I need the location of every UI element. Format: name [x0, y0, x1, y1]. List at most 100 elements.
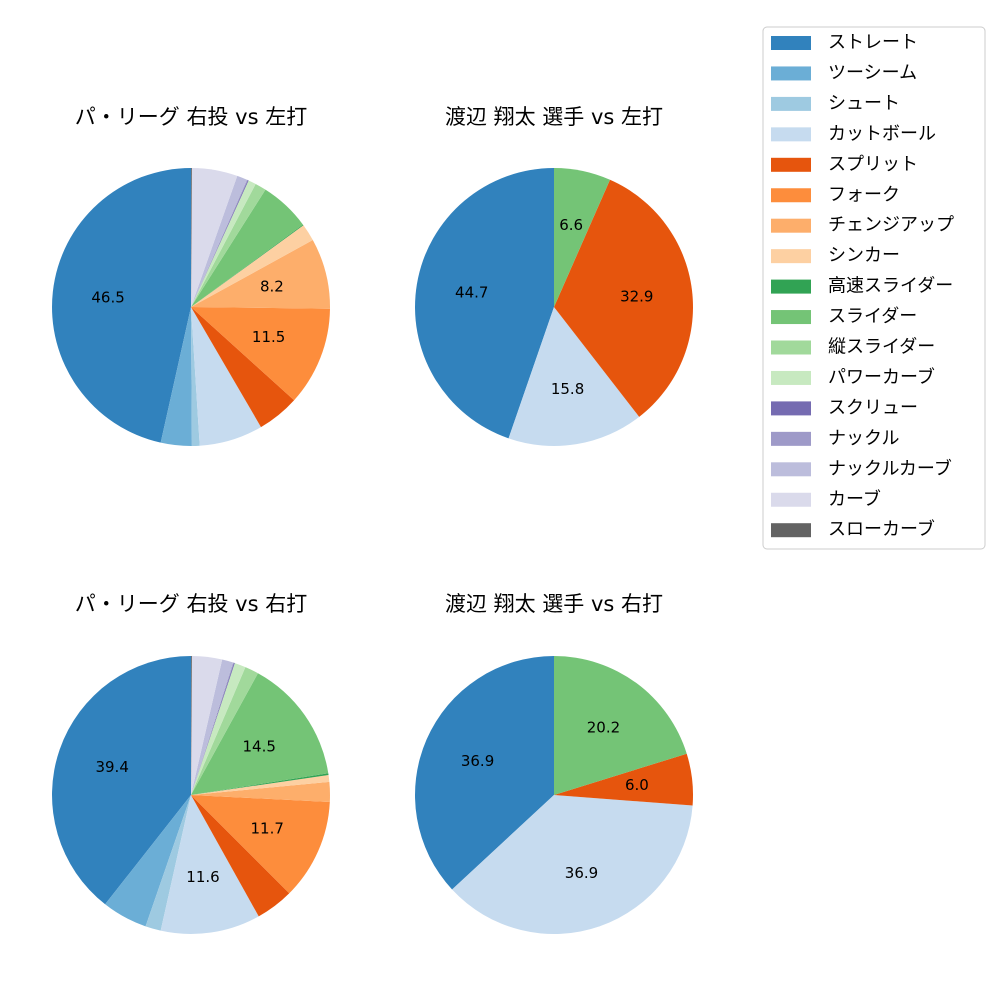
pie-slice [554, 168, 610, 307]
pie-slice [191, 795, 290, 917]
legend-label: ナックル [828, 428, 899, 449]
slice-label: 15.8 [551, 380, 584, 398]
slice-label: 46.5 [91, 288, 124, 306]
slice-label: 39.4 [95, 758, 128, 776]
chart-title: 渡辺 翔太 選手 vs 右打 [445, 592, 663, 616]
legend-swatch [771, 523, 811, 538]
legend-item: パワーカーブ [771, 366, 935, 388]
pie-slice [191, 225, 313, 307]
legend-label: スクリュー [828, 397, 918, 418]
slice-label: 8.2 [260, 277, 284, 295]
pie-slice [160, 307, 192, 447]
pie-chart-4: 渡辺 翔太 選手 vs 右打 36.9 36.9 6.0 20.2 [415, 592, 694, 934]
pie-slice [52, 168, 191, 443]
pie-slice [191, 781, 330, 802]
pie-chart-2: 渡辺 翔太 選手 vs 左打 44.7 15.8 32.9 6.6 [415, 105, 693, 446]
legend-swatch [771, 127, 811, 142]
pie-slice [554, 753, 694, 806]
legend-swatch [771, 249, 811, 264]
legend-label: スライダー [828, 306, 917, 327]
legend-item: シュート [771, 93, 900, 114]
legend-label: フォーク [828, 184, 900, 205]
legend-swatch [771, 370, 811, 385]
pie-slice [191, 663, 246, 795]
pie-slice [191, 774, 330, 795]
legend-item: 縦スライダー [771, 337, 935, 358]
slice-label: 44.7 [455, 284, 488, 302]
legend-item: フォーク [771, 184, 900, 205]
pie-slice [508, 307, 640, 446]
legend-label: 縦スライダー [828, 337, 935, 358]
pie-slice [191, 180, 249, 307]
legend-swatch [771, 462, 811, 477]
pie-slice [191, 168, 238, 307]
pie-slice [191, 179, 248, 307]
pie-slice [191, 656, 223, 795]
legend-swatch [771, 157, 811, 172]
legend-item: チェンジアップ [771, 215, 954, 236]
legend-item: ツーシーム [771, 62, 917, 83]
chart-title: パ・リーグ 右投 vs 左打 [75, 105, 307, 129]
slice-label: 6.0 [625, 776, 649, 794]
legend-item: ナックル [771, 428, 899, 449]
pie-slice [191, 673, 329, 795]
legend-item: スプリット [771, 154, 918, 175]
legend-item: スライダー [771, 306, 917, 327]
legend-item: カーブ [771, 488, 881, 510]
pie-slice [191, 773, 329, 795]
legend-swatch [771, 36, 811, 50]
legend-label: スプリット [828, 154, 918, 175]
legend-swatch [771, 340, 811, 355]
slice-label: 11.7 [251, 819, 284, 837]
legend-label: パワーカーブ [828, 366, 935, 388]
pie-slice [554, 656, 687, 795]
legend-label: スローカーブ [828, 518, 935, 540]
slice-label: 11.5 [252, 328, 285, 346]
legend-swatch [771, 310, 811, 325]
slice-label: 20.2 [587, 718, 620, 736]
pie-slice [191, 183, 266, 307]
pie-slice [191, 180, 256, 307]
slice-label: 14.5 [243, 738, 276, 756]
pie-slice [160, 795, 259, 934]
pie-slice [191, 240, 331, 309]
slice-label: 36.9 [565, 864, 598, 882]
pie-slice [52, 656, 192, 905]
legend-label: カットボール [828, 123, 936, 144]
legend-item: 高速スライダー [771, 276, 953, 297]
legend-swatch [771, 96, 811, 111]
legend-label: ナックルカーブ [828, 457, 952, 479]
chart-title: パ・リーグ 右投 vs 右打 [75, 592, 307, 616]
legend-label: ストレート [828, 32, 918, 53]
legend-frame [762, 26, 986, 550]
pie-slice [105, 795, 191, 927]
legend-label: シュート [828, 93, 900, 114]
pie-slice [191, 667, 258, 795]
legend-swatch [771, 401, 811, 416]
pie-slice [191, 189, 303, 307]
pie-slice [191, 307, 330, 401]
legend-item: カットボール [771, 123, 936, 144]
legend-item: シンカー [771, 245, 900, 266]
legend-label: チェンジアップ [828, 215, 954, 236]
pie-slice [191, 307, 200, 446]
pie-slice [191, 795, 330, 894]
chart-title: 渡辺 翔太 選手 vs 左打 [445, 105, 663, 129]
legend-swatch [771, 218, 811, 233]
pie-slice [191, 655, 192, 795]
pie-chart-1: パ・リーグ 右投 vs 左打 46.5 11.5 8.2 [52, 105, 331, 447]
legend-item: ストレート [771, 32, 918, 53]
legend: ストレートツーシームシュートカットボールスプリットフォークチェンジアップシンカー… [762, 26, 986, 550]
legend-label: ツーシーム [828, 62, 917, 83]
pie-slice [145, 795, 191, 931]
pie-slice [191, 662, 234, 795]
legend-label: シンカー [828, 245, 900, 266]
legend-item: スクリュー [771, 397, 918, 418]
pie-slice [452, 795, 693, 934]
pie-slice [191, 662, 235, 795]
legend-label: 高速スライダー [828, 276, 953, 297]
legend-swatch [771, 66, 811, 81]
pie-slice [191, 175, 247, 307]
pie-chart-3: パ・リーグ 右投 vs 右打 39.4 11.6 11.7 14.5 [52, 592, 330, 934]
